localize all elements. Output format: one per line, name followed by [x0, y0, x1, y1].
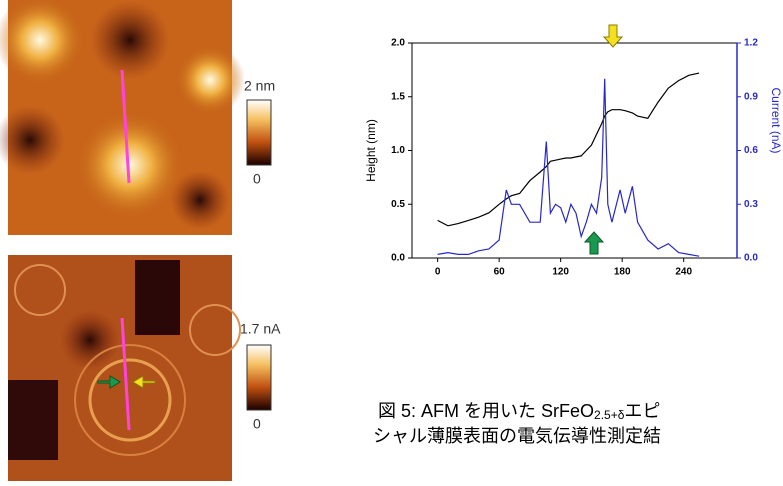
scale-label: 2 nm: [244, 78, 275, 94]
marker-arrow: [604, 25, 622, 47]
y2-tick-label: 0.9: [744, 91, 758, 102]
x-tick-label: 0: [435, 267, 441, 278]
y-tick-label: 1.0: [391, 145, 405, 156]
caption: 図 5: AFM を用いた SrFeO2.5+δエピ: [378, 401, 660, 422]
scale-label: 0: [253, 416, 261, 432]
x-tick-label: 60: [494, 267, 506, 278]
afm-topography: [0, 0, 271, 235]
x-tick-label: 120: [552, 267, 569, 278]
x-tick-label: 240: [675, 267, 692, 278]
caption: シャル薄膜表面の電気伝導性測定結: [373, 426, 661, 446]
y2-axis-label: Current (nA): [769, 87, 783, 153]
y-tick-label: 0.0: [391, 253, 405, 264]
caption-part: 図 5: AFM を用いた SrFeO: [378, 401, 594, 421]
series-line: [438, 79, 699, 256]
page: 2 nm 0 1.7 nA 0 0 60 120 180 240 0.0 0.5 1.0 1.5…: [0, 0, 783, 481]
marker-arrow: [585, 232, 603, 254]
y2-tick-label: 0.6: [744, 145, 758, 156]
scale-label: 0: [253, 171, 261, 187]
caption-part: 2.5+δ: [594, 408, 625, 422]
y2-tick-label: 0.3: [744, 199, 758, 210]
y-tick-label: 2.0: [391, 38, 405, 49]
y-tick-label: 1.5: [391, 91, 405, 102]
chart: 0 60 120 180 240 0.0 0.5 1.0 1.5 2.0 0.0 0.3 0.6 0.9 1…: [364, 38, 783, 278]
scale-label: 1.7 nA: [240, 321, 281, 337]
y2-tick-label: 0.0: [744, 253, 758, 264]
series-line: [438, 73, 699, 226]
y-tick-label: 0.5: [391, 199, 405, 210]
y-axis-label: Height (nm): [364, 119, 378, 182]
x-tick-label: 180: [614, 267, 631, 278]
y2-tick-label: 1.2: [744, 38, 758, 49]
caption-part: エピ: [624, 401, 660, 421]
afm-current: [8, 255, 271, 481]
figure: 2 nm 0 1.7 nA 0 0 60 120 180 240 0.0 0.5 1.0 1.5…: [0, 0, 783, 481]
